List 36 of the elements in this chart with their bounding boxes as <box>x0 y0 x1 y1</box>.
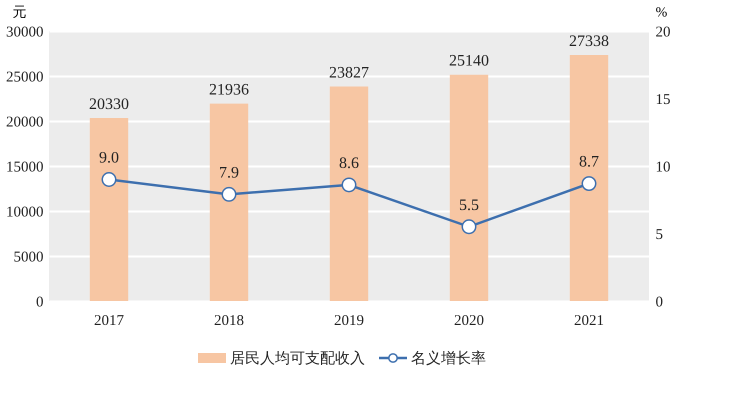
y2-axis-title: % <box>656 6 668 20</box>
x-tick-label: 2018 <box>214 313 244 329</box>
data-label: 21936 <box>209 82 249 99</box>
data-label: 7.9 <box>219 164 239 182</box>
data-label: 8.6 <box>339 154 359 172</box>
y-axis-title: 元 <box>12 6 26 20</box>
y2-tick-label: 10 <box>656 160 670 176</box>
data-label: 5.5 <box>459 196 479 214</box>
point <box>222 186 236 202</box>
x-tick-label: 2020 <box>454 313 484 329</box>
y-tick-label: 15000 <box>6 160 44 176</box>
y2-tick-label: 5 <box>656 227 663 243</box>
y-tick-label: 20000 <box>6 114 44 130</box>
point <box>342 177 356 192</box>
y-tick-label: 30000 <box>6 24 44 40</box>
y-tick-label: 5000 <box>14 250 44 266</box>
y2-tick-label: 15 <box>656 92 670 108</box>
y-tick-label: 25000 <box>6 70 44 86</box>
data-label: 20330 <box>89 96 129 114</box>
y2-tick-label: 20 <box>656 24 670 40</box>
y-tick-label: 10000 <box>6 204 44 220</box>
legend-label: 名义增长率 <box>411 350 486 367</box>
x-tick-label: 2021 <box>574 313 604 329</box>
y2-tick-label: 0 <box>656 294 663 310</box>
x-tick-label: 2017 <box>94 313 124 329</box>
point <box>462 219 476 234</box>
legend-label: 居民人均可支配收入 <box>230 350 365 367</box>
point <box>582 176 596 191</box>
data-label: 27338 <box>569 32 609 50</box>
data-label: 25140 <box>449 52 489 70</box>
data-label: 8.7 <box>579 154 599 171</box>
x-tick-label: 2019 <box>334 313 364 329</box>
point <box>102 172 116 187</box>
data-label: 9.0 <box>99 150 119 166</box>
data-label: 23827 <box>329 64 369 82</box>
y-tick-label: 0 <box>36 294 44 310</box>
